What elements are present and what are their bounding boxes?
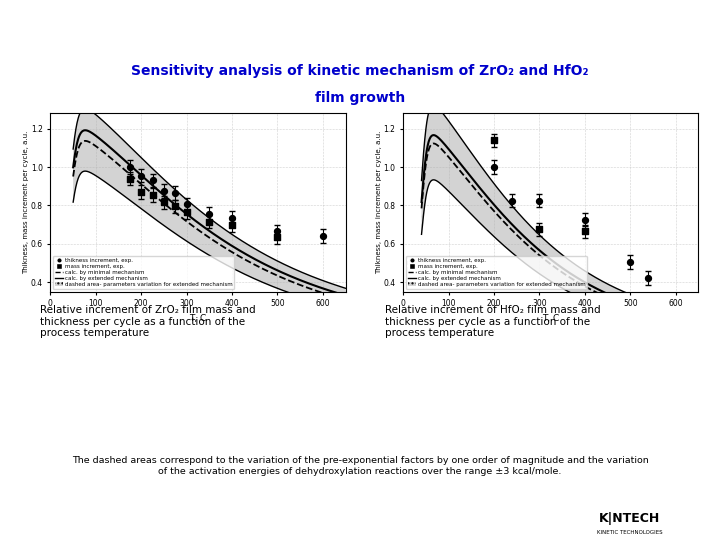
Point	[158, 187, 170, 195]
Text: KINETIC TECHNOLOGIES: KINETIC TECHNOLOGIES	[597, 530, 663, 535]
Text: Sensitivity analysis of kinetic mechanism of ZrO₂ and HfO₂: Sensitivity analysis of kinetic mechanis…	[131, 64, 589, 78]
Point	[147, 191, 158, 199]
Point	[506, 196, 518, 205]
Point	[643, 274, 654, 282]
Point	[226, 221, 238, 230]
Text: The dashed areas correspond to the variation of the pre-exponential factors by o: The dashed areas correspond to the varia…	[71, 456, 649, 476]
X-axis label: T, C: T, C	[189, 314, 207, 323]
Point	[579, 227, 590, 235]
Point	[135, 171, 147, 180]
Point	[488, 163, 500, 171]
Point	[579, 215, 590, 224]
Legend: thikness increment, exp., mass increment, exp., calc. by minimal mechanism, calc: thikness increment, exp., mass increment…	[406, 256, 587, 289]
Point	[271, 233, 283, 241]
Legend: thikness increment, exp., mass increment, exp., calc. by minimal mechanism, calc: thikness increment, exp., mass increment…	[53, 256, 234, 289]
Text: Relative increment of ZrO₂ film mass and
thickness per cycle as a function of th: Relative increment of ZrO₂ film mass and…	[40, 305, 255, 338]
Point	[534, 196, 545, 205]
Y-axis label: Thikness, mass increment per cycle, a.u.: Thikness, mass increment per cycle, a.u.	[376, 131, 382, 274]
X-axis label: T, C: T, C	[542, 314, 559, 323]
Text: actor scale modeling of thin film deposition: actor scale modeling of thin film deposi…	[103, 15, 617, 35]
Point	[271, 227, 283, 235]
Point	[534, 225, 545, 234]
Point	[204, 217, 215, 226]
Point	[624, 258, 636, 266]
Point	[124, 174, 135, 183]
Point	[317, 232, 328, 240]
Point	[204, 210, 215, 218]
Point	[226, 213, 238, 222]
Text: film growth: film growth	[315, 91, 405, 105]
Point	[181, 200, 192, 209]
Point	[135, 187, 147, 196]
Point	[158, 198, 170, 207]
Point	[181, 208, 192, 217]
Text: Relative increment of HfO₂ film mass and
thickness per cycle as a function of th: Relative increment of HfO₂ film mass and…	[385, 305, 600, 338]
Point	[488, 136, 500, 145]
Text: K|NTECH: K|NTECH	[599, 512, 661, 525]
Y-axis label: Thikness, mass increment per cycle, a.u.: Thikness, mass increment per cycle, a.u.	[23, 131, 30, 274]
Point	[169, 188, 181, 197]
Point	[169, 202, 181, 211]
Point	[124, 163, 135, 171]
Point	[147, 176, 158, 185]
